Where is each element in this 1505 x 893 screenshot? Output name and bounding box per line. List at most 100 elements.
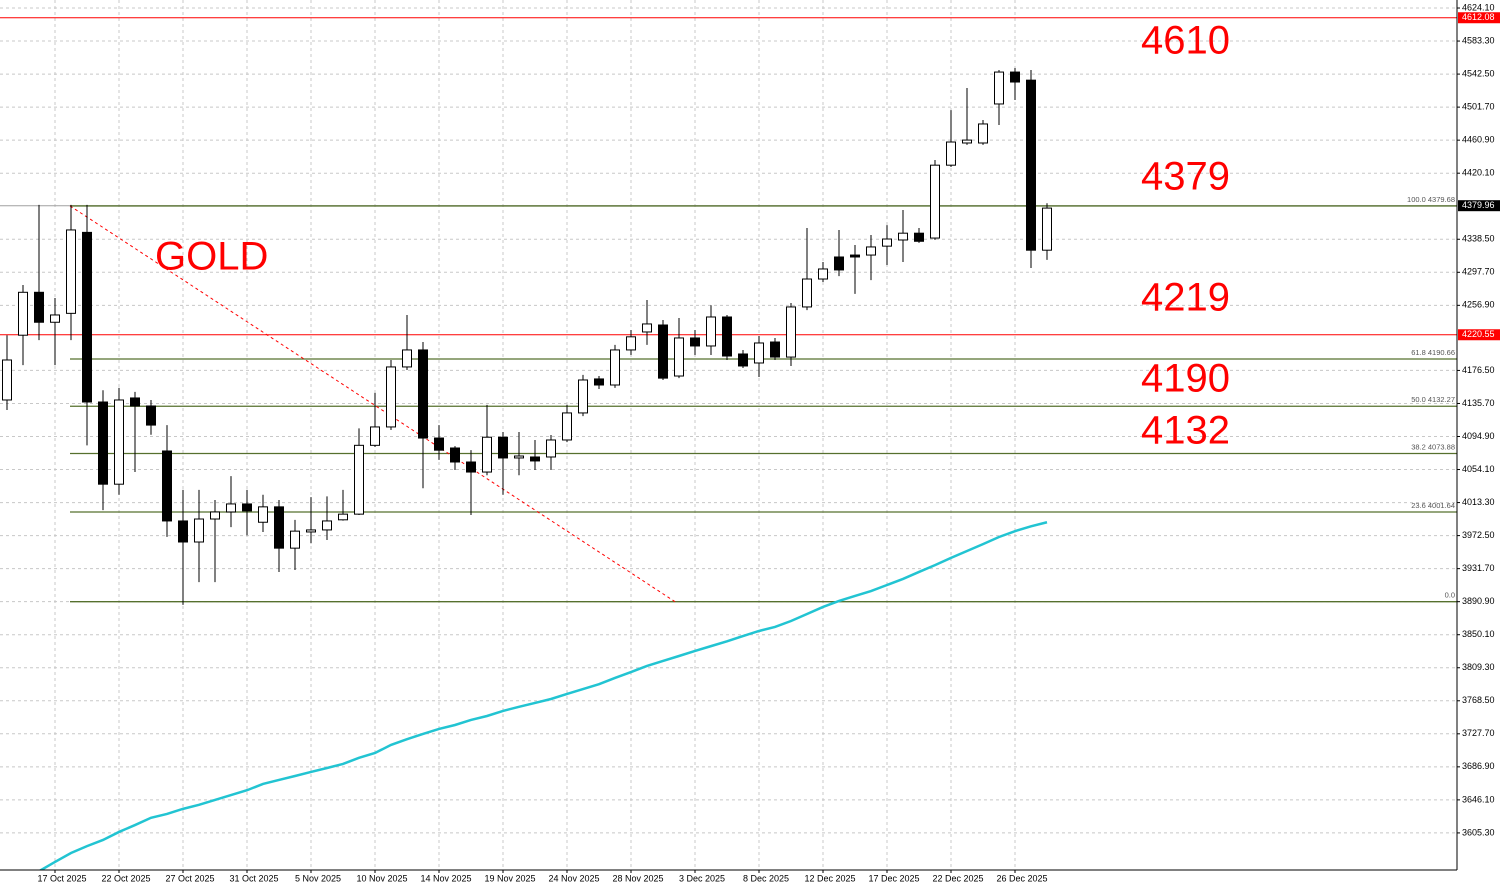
candle-body — [50, 314, 60, 323]
candle-body — [322, 520, 332, 531]
candle-body — [18, 291, 28, 336]
candle-body — [338, 513, 348, 521]
x-tick-label: 3 Dec 2025 — [679, 873, 725, 883]
candle-body — [498, 436, 508, 459]
y-tick-label: 4297.70 — [1462, 267, 1495, 277]
candle-body — [242, 503, 252, 512]
x-tick-label: 24 Nov 2025 — [548, 873, 599, 883]
candle-body — [82, 231, 92, 403]
candle-body — [914, 232, 924, 242]
x-tick-label: 17 Dec 2025 — [868, 873, 919, 883]
candle-body — [850, 254, 860, 258]
y-tick-label: 4460.90 — [1462, 135, 1495, 145]
x-tick-label: 8 Dec 2025 — [743, 873, 789, 883]
candle-body — [386, 366, 396, 428]
levels: 100.0 4379.68 61.8 4190.66 50.0 4132.27 38.… — [0, 17, 1457, 603]
candle-body — [290, 530, 300, 549]
price-tag — [1458, 12, 1500, 24]
fib-label: 50.0 4132.27 — [1411, 395, 1455, 404]
fib-trend-line — [69, 205, 676, 603]
y-tick-label: 4135.70 — [1462, 398, 1495, 408]
y-tick-label: 4583.30 — [1462, 35, 1495, 45]
candle-body — [674, 337, 684, 377]
x-tick-label: 17 Oct 2025 — [37, 873, 86, 883]
candles — [2, 68, 1052, 605]
candle-body — [754, 342, 764, 364]
candle-body — [210, 511, 220, 520]
annotation: 4132 — [1141, 409, 1230, 453]
y-tick-label: 3646.10 — [1462, 794, 1495, 804]
fib-label: 61.8 4190.66 — [1411, 348, 1455, 357]
y-tick-label: 3809.30 — [1462, 662, 1495, 672]
candle-body — [258, 506, 268, 523]
x-tick-label: 22 Oct 2025 — [101, 873, 150, 883]
candle-body — [642, 323, 652, 333]
x-tick-label: 5 Nov 2025 — [295, 873, 341, 883]
y-tick-label: 4094.90 — [1462, 431, 1495, 441]
y-tick-label: 3972.50 — [1462, 530, 1495, 540]
candle-body — [226, 503, 236, 513]
candle-body — [562, 412, 572, 441]
y-tick-label: 3768.50 — [1462, 695, 1495, 705]
fib-label: 23.6 4001.64 — [1411, 501, 1455, 510]
candle-body — [706, 316, 716, 347]
candle-body — [34, 291, 44, 323]
grid — [0, 0, 1457, 870]
candle-body — [994, 71, 1004, 105]
annotation: 4190 — [1141, 357, 1230, 401]
price-tag — [1458, 329, 1500, 341]
price-tag-label: 4220.55 — [1462, 329, 1495, 339]
y-tick-label: 3931.70 — [1462, 563, 1495, 573]
candle-body — [738, 353, 748, 367]
fib-label: 0.0 — [1445, 591, 1455, 600]
candle-body — [690, 337, 700, 347]
candle-body — [786, 306, 796, 358]
candle-body — [306, 529, 316, 533]
candle-body — [882, 238, 892, 247]
y-tick-label: 4542.50 — [1462, 68, 1495, 78]
y-tick-label: 3727.70 — [1462, 728, 1495, 738]
candle-body — [818, 268, 828, 280]
candle-body — [434, 437, 444, 451]
candle-body — [146, 405, 156, 426]
candle-body — [770, 341, 780, 358]
candle-body — [802, 278, 812, 308]
y-tick-label: 4176.50 — [1462, 365, 1495, 375]
candle-body — [946, 141, 956, 166]
y-tick-label: 4054.10 — [1462, 464, 1495, 474]
candle-body — [866, 246, 876, 256]
candle-body — [402, 349, 412, 368]
candle-body — [98, 401, 108, 485]
price-tag-label: 4379.96 — [1462, 200, 1495, 210]
x-tick-label: 14 Nov 2025 — [420, 873, 471, 883]
annotation: 4610 — [1141, 19, 1230, 63]
candle-body — [658, 324, 668, 379]
candle-body — [274, 506, 284, 549]
candle-body — [450, 447, 460, 463]
candle-body — [594, 378, 604, 386]
annotation: 4379 — [1141, 155, 1230, 199]
x-tick-label: 26 Dec 2025 — [996, 873, 1047, 883]
y-tick-label: 4420.10 — [1462, 168, 1495, 178]
y-tick-label: 3686.90 — [1462, 761, 1495, 771]
fib-label: 38.2 4073.88 — [1411, 443, 1455, 452]
candle-body — [898, 232, 908, 241]
candle-body — [370, 426, 380, 446]
x-tick-label: 10 Nov 2025 — [356, 873, 407, 883]
candle-body — [610, 349, 620, 386]
candle-body — [930, 164, 940, 239]
annotation: 4219 — [1141, 276, 1230, 320]
candle-body — [1010, 71, 1020, 83]
candle-body — [194, 518, 204, 543]
y-tick-label: 4256.90 — [1462, 300, 1495, 310]
candle-body — [626, 336, 636, 351]
candle-body — [354, 444, 364, 515]
x-tick-label: 22 Dec 2025 — [932, 873, 983, 883]
x-tick-label: 19 Nov 2025 — [484, 873, 535, 883]
candle-body — [114, 399, 124, 485]
moving-average-layer — [38, 521, 1048, 870]
y-tick-label: 4501.70 — [1462, 101, 1495, 111]
